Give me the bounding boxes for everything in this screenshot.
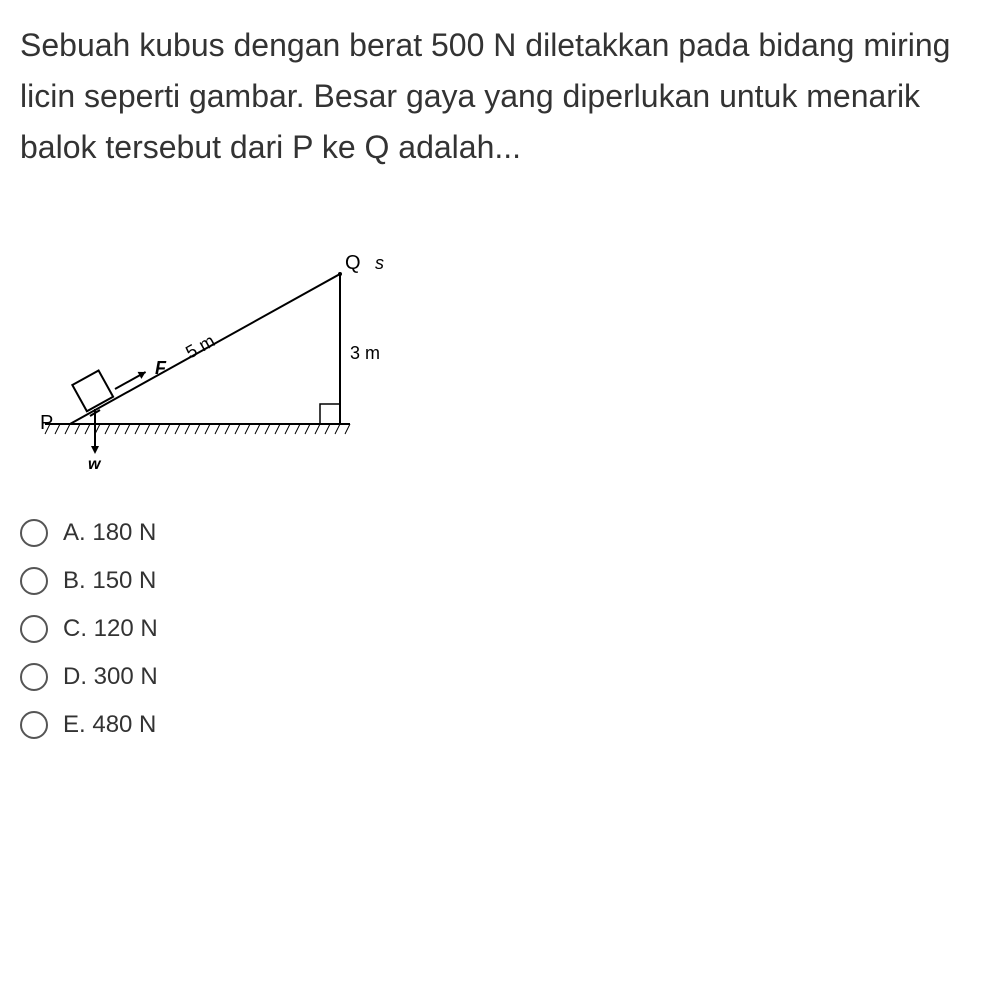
label-F: F (155, 358, 167, 378)
option-label: B. 150 N (63, 567, 156, 595)
option-label: E. 480 N (63, 711, 156, 739)
incline-diagram: F w 5 m 3 m P Q s (20, 224, 970, 479)
label-s: s (375, 253, 384, 273)
options-list: A. 180 N B. 150 N C. 120 N D. 300 N E. 4… (20, 519, 970, 739)
label-P: P (40, 412, 53, 434)
label-height: 3 m (350, 343, 380, 363)
option-label: A. 180 N (63, 519, 156, 547)
radio-icon (20, 519, 48, 547)
radio-icon (20, 663, 48, 691)
option-c[interactable]: C. 120 N (20, 615, 970, 643)
option-d[interactable]: D. 300 N (20, 663, 970, 691)
radio-icon (20, 567, 48, 595)
question-text: Sebuah kubus dengan berat 500 N diletakk… (20, 20, 970, 174)
option-a[interactable]: A. 180 N (20, 519, 970, 547)
label-Q: Q (345, 252, 361, 274)
option-e[interactable]: E. 480 N (20, 711, 970, 739)
option-label: C. 120 N (63, 615, 158, 643)
option-label: D. 300 N (63, 663, 158, 691)
radio-icon (20, 711, 48, 739)
option-b[interactable]: B. 150 N (20, 567, 970, 595)
label-w: w (88, 456, 102, 473)
radio-icon (20, 615, 48, 643)
